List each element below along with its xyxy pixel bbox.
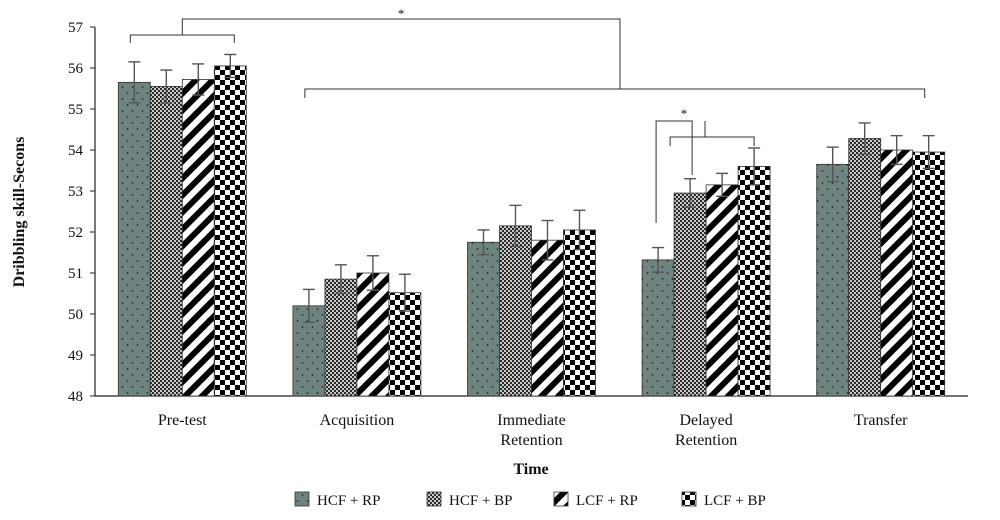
bracket-line	[181, 18, 621, 89]
y-axis-title: Dribbling skill-Secons	[11, 137, 28, 288]
legend-swatch	[426, 491, 442, 507]
x-category-label: Acquisition	[320, 412, 395, 429]
bar	[673, 192, 707, 397]
y-tick-label: 51	[68, 266, 83, 282]
legend-label: LCF + BP	[704, 493, 766, 509]
significance-star: *	[681, 106, 688, 121]
bar	[149, 86, 183, 397]
bar	[705, 184, 739, 397]
legend-swatch	[294, 491, 310, 507]
bar	[499, 225, 532, 397]
error-bars	[128, 53, 935, 323]
x-axis-title: Time	[513, 461, 548, 478]
y-tick-label: 50	[68, 307, 83, 323]
legend: HCF + RP HCF + BP LCF + RP LCF + BP	[294, 491, 766, 509]
bar	[848, 138, 882, 397]
legend-swatch	[553, 491, 569, 507]
bar	[641, 259, 675, 397]
x-category-label: Transfer	[854, 412, 908, 429]
bar	[181, 79, 215, 397]
y-tick-label: 56	[68, 61, 84, 77]
x-category-label: Pre-test	[158, 412, 207, 429]
bar	[324, 278, 358, 397]
legend-label: LCF + RP	[576, 493, 638, 509]
bar	[531, 239, 564, 397]
y-tick-label: 53	[68, 184, 83, 200]
bracket-line	[129, 34, 235, 43]
bars	[117, 65, 946, 397]
x-category-label: Retention	[675, 432, 737, 449]
axes: 48 49 50 51 52 53 54 55 56 57 Pre-test Acquisition I…	[68, 20, 968, 449]
bar	[912, 151, 946, 397]
bar	[356, 272, 390, 397]
bar	[117, 81, 151, 397]
y-tick-label: 55	[68, 102, 83, 118]
bar	[737, 165, 771, 397]
bar	[467, 241, 500, 397]
legend-label: HCF + BP	[449, 493, 513, 509]
x-category-label: Retention	[500, 432, 562, 449]
bracket-line	[655, 120, 693, 223]
y-tick-label: 49	[68, 348, 83, 364]
x-category-label: Immediate	[497, 412, 565, 429]
x-category-label: Delayed	[679, 412, 732, 429]
significance-star: *	[398, 6, 405, 21]
bracket-line	[304, 88, 926, 98]
bar	[213, 65, 247, 397]
y-tick-label: 52	[68, 225, 83, 241]
legend-swatch	[681, 491, 697, 507]
bar	[563, 229, 596, 397]
legend-label: HCF + RP	[317, 493, 381, 509]
bar	[880, 149, 914, 397]
bar	[816, 163, 850, 397]
y-tick-label: 48	[68, 389, 83, 405]
significance-brackets: **	[129, 6, 926, 223]
bracket-line	[669, 136, 755, 146]
y-tick-label: 57	[68, 20, 84, 36]
y-tick-label: 54	[68, 143, 84, 159]
